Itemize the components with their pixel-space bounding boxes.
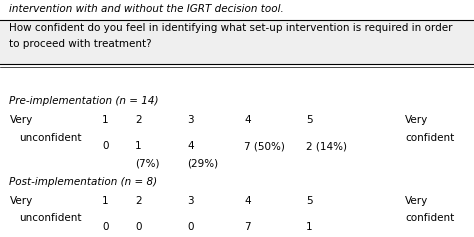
Text: 7: 7 [244,222,251,232]
Text: 5: 5 [306,196,312,205]
Text: to proceed with treatment?: to proceed with treatment? [9,39,152,49]
Text: confident: confident [405,213,455,223]
Text: 3: 3 [187,196,194,205]
Text: Very: Very [405,115,428,125]
Text: How confident do you feel in identifying what set-up intervention is required in: How confident do you feel in identifying… [9,23,453,32]
Text: 0: 0 [102,222,109,232]
Text: 1: 1 [102,115,109,125]
Text: Very: Very [9,115,33,125]
Text: 4: 4 [244,115,251,125]
Text: 3: 3 [187,115,194,125]
Text: intervention with and without the IGRT decision tool.: intervention with and without the IGRT d… [9,4,284,14]
Text: 0: 0 [102,141,109,151]
Text: unconfident: unconfident [19,213,82,223]
FancyBboxPatch shape [0,20,474,64]
Text: Very: Very [9,196,33,205]
Text: (29%): (29%) [187,159,219,169]
Text: 4: 4 [244,196,251,205]
Text: confident: confident [405,133,455,143]
Text: Very: Very [405,196,428,205]
Text: unconfident: unconfident [19,133,82,143]
Text: (7%): (7%) [135,159,160,169]
Text: 2: 2 [135,115,142,125]
Text: 4: 4 [187,141,194,151]
Text: 7 (50%): 7 (50%) [244,141,285,151]
Text: 1: 1 [306,222,312,232]
Text: 5: 5 [306,115,312,125]
Text: 2: 2 [135,196,142,205]
Text: Pre-implementation (n = 14): Pre-implementation (n = 14) [9,96,159,106]
Text: 0: 0 [135,222,142,232]
Text: 0: 0 [187,222,194,232]
Text: 1: 1 [135,141,142,151]
Text: 2 (14%): 2 (14%) [306,141,346,151]
Text: Post-implementation (n = 8): Post-implementation (n = 8) [9,177,157,187]
Text: 1: 1 [102,196,109,205]
